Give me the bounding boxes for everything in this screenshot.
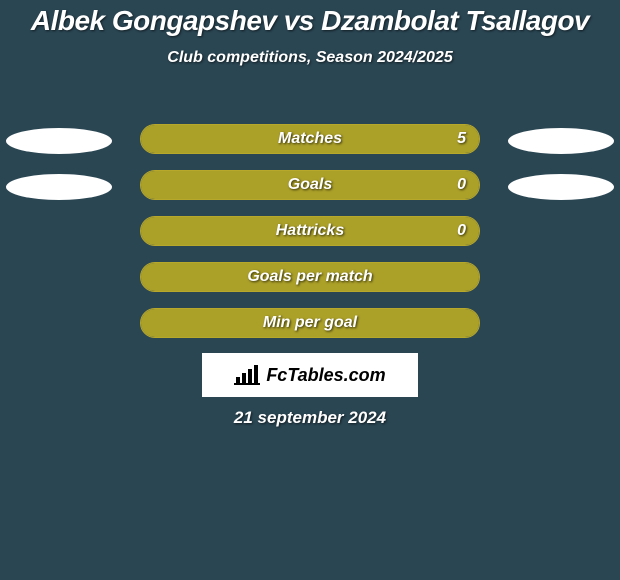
stat-row: Goals per match <box>0 260 620 306</box>
bar-chart-icon <box>234 365 260 385</box>
stat-bar <box>140 308 480 338</box>
stat-bar-fill-right <box>141 125 479 153</box>
player2-ellipse <box>508 174 614 200</box>
stat-bar <box>140 216 480 246</box>
stat-bar-fill-left <box>141 171 310 199</box>
stat-bar <box>140 262 480 292</box>
card-date: 21 september 2024 <box>0 408 620 428</box>
stat-bar-fill-left <box>141 263 310 291</box>
stat-bar-fill-right <box>310 217 479 245</box>
player1-ellipse <box>6 174 112 200</box>
stat-bar-fill-right <box>310 309 479 337</box>
stat-bar-fill-right <box>310 171 479 199</box>
stat-bar-fill-right <box>310 263 479 291</box>
stat-rows: Matches5Goals0Hattricks0Goals per matchM… <box>0 122 620 352</box>
brand-text: FcTables.com <box>266 365 385 386</box>
stats-comparison-card: Albek Gongapshev vs Dzambolat Tsallagov … <box>0 0 620 580</box>
stat-bar <box>140 124 480 154</box>
stat-row: Hattricks0 <box>0 214 620 260</box>
stat-bar-fill-left <box>141 309 310 337</box>
card-title: Albek Gongapshev vs Dzambolat Tsallagov <box>0 0 620 35</box>
brand-badge: FcTables.com <box>202 353 418 397</box>
stat-row: Min per goal <box>0 306 620 352</box>
stat-bar <box>140 170 480 200</box>
stat-bar-fill-left <box>141 217 310 245</box>
stat-row: Matches5 <box>0 122 620 168</box>
player2-ellipse <box>508 128 614 154</box>
player1-ellipse <box>6 128 112 154</box>
stat-row: Goals0 <box>0 168 620 214</box>
card-subtitle: Club competitions, Season 2024/2025 <box>0 49 620 67</box>
